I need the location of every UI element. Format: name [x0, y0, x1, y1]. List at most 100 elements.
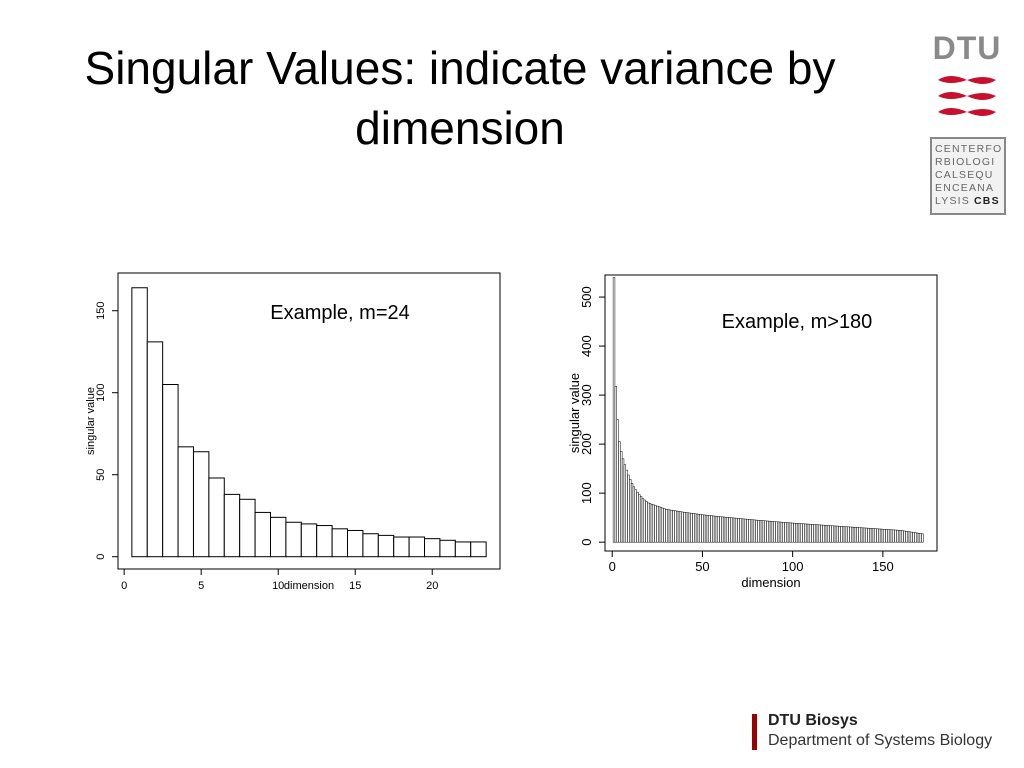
x-tick-label: 100	[782, 559, 804, 574]
bar	[771, 521, 774, 543]
cbs-logo-row: CALSEQU	[935, 169, 994, 181]
bar	[648, 503, 652, 543]
bar	[883, 529, 886, 543]
chart-annotation: Example, m=24	[270, 302, 410, 324]
bar	[786, 522, 789, 543]
bar	[787, 522, 791, 543]
bar	[661, 507, 664, 543]
bar	[843, 526, 847, 543]
bar	[239, 498, 256, 558]
bar	[703, 514, 706, 543]
bar	[908, 531, 912, 543]
bar	[706, 515, 709, 543]
bar	[408, 536, 426, 558]
slide-title-line2: dimension	[355, 102, 565, 154]
bar	[668, 509, 672, 543]
bar	[876, 528, 879, 543]
chart-annotation: Example, m>180	[722, 311, 873, 333]
bar	[791, 522, 794, 543]
y-tick-label: 0	[579, 539, 594, 546]
bar	[636, 491, 639, 543]
bar	[809, 524, 812, 543]
bar	[146, 341, 164, 558]
bar	[760, 520, 764, 543]
bar	[867, 527, 870, 543]
bar	[775, 521, 778, 543]
bar	[919, 533, 922, 543]
bar	[894, 529, 897, 543]
bar	[612, 277, 616, 543]
bar	[652, 504, 655, 543]
bar	[663, 508, 666, 543]
bar	[759, 520, 762, 543]
bar	[748, 519, 751, 543]
bar	[872, 528, 875, 543]
slide-title-line1: Singular Values: indicate variance by	[84, 42, 836, 94]
x-tick-label: 10	[272, 580, 284, 592]
bar	[715, 516, 719, 543]
bar	[762, 520, 765, 543]
bar	[854, 527, 857, 543]
bar	[896, 529, 899, 543]
y-tick-label: 100	[95, 384, 107, 402]
footer-branding: DTU Biosys Department of Systems Biology	[752, 712, 1012, 752]
bar	[638, 494, 641, 543]
y-tick-label: 100	[579, 482, 594, 504]
bar	[616, 419, 619, 543]
bar	[796, 523, 800, 543]
bar	[901, 530, 904, 543]
bar	[865, 527, 868, 543]
bar	[827, 525, 830, 543]
bar	[885, 529, 888, 543]
bar	[910, 531, 913, 543]
bar	[849, 526, 852, 543]
bar	[131, 287, 148, 558]
bar	[665, 509, 668, 543]
bar	[647, 502, 650, 543]
bar	[719, 516, 722, 543]
chart-m180: 0 50 100 150 0 100 200 300 400 500 dimension singul…	[535, 265, 955, 640]
footer-department-full: Department of Systems Biology	[768, 732, 993, 749]
bar	[811, 524, 814, 543]
bar	[807, 523, 811, 543]
y-tick-label: 150	[95, 302, 107, 320]
bar	[708, 515, 711, 543]
bar	[744, 518, 747, 543]
bar	[878, 528, 881, 543]
bar	[677, 511, 681, 543]
bar	[614, 386, 617, 543]
bar	[804, 523, 807, 543]
bar	[858, 527, 861, 543]
bar	[847, 526, 850, 543]
bar	[654, 505, 657, 543]
bar	[916, 532, 919, 543]
x-tick-label: 150	[872, 559, 894, 574]
bar	[726, 517, 729, 543]
bar	[300, 523, 318, 558]
bar	[823, 525, 827, 543]
bar	[831, 525, 834, 543]
bar	[816, 524, 820, 543]
bar	[634, 489, 637, 543]
bar	[784, 522, 787, 543]
bar	[777, 521, 780, 543]
bar	[845, 526, 848, 543]
bar	[764, 520, 767, 543]
bar	[656, 505, 659, 543]
bar	[814, 524, 818, 543]
bar	[331, 528, 349, 558]
bar	[676, 510, 679, 543]
bar	[192, 451, 210, 558]
bar	[888, 529, 892, 543]
y-tick-label: 400	[579, 335, 594, 357]
bar	[717, 516, 720, 543]
y-tick-label: 50	[95, 469, 107, 481]
bar	[740, 518, 744, 543]
bar	[728, 517, 731, 543]
bar	[699, 514, 702, 543]
bar	[879, 528, 883, 543]
slide-title: Singular Values: indicate variance by di…	[20, 38, 900, 158]
bar	[840, 526, 843, 543]
bar	[695, 513, 699, 543]
bar	[874, 528, 877, 543]
